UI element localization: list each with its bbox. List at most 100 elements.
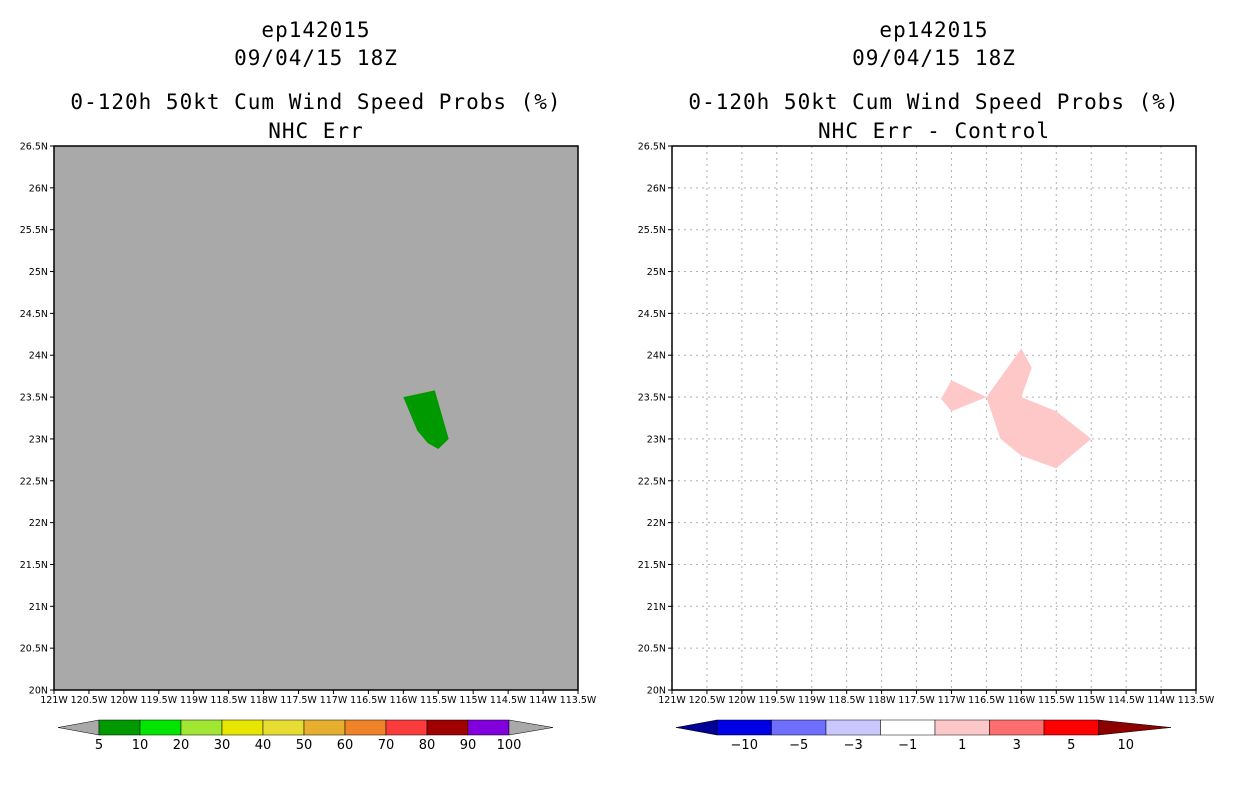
colorbar-high-end [508, 719, 554, 736]
colorbar-segment [385, 719, 428, 736]
colorbar-segment [771, 719, 827, 736]
y-tick-label: 23.5N [20, 393, 48, 404]
colorbar-label: 70 [378, 738, 395, 753]
colorbar-segment [716, 719, 772, 736]
x-tick-label: 121W [40, 695, 68, 706]
contour-region-1 [941, 380, 987, 412]
y-tick-label: 24N [29, 351, 48, 362]
colorbar-label: 3 [1013, 738, 1021, 753]
y-tick-label: 23.5N [638, 393, 666, 404]
right-panel-label: NHC Err - Control [818, 119, 1050, 143]
x-tick-label: 113.5W [1178, 695, 1215, 706]
x-tick-label: 114W [529, 695, 557, 706]
x-tick-label: 116W [390, 695, 418, 706]
colorbar-label: −1 [898, 738, 917, 753]
x-tick-label: 118.5W [210, 695, 247, 706]
x-tick-label: 114.5W [1108, 695, 1145, 706]
colorbar-segment [139, 719, 182, 736]
x-tick-label: 116W [1008, 695, 1036, 706]
x-tick-label: 115.5W [1038, 695, 1075, 706]
colorbar-segment [180, 719, 223, 736]
colorbar-label: −5 [789, 738, 808, 753]
x-tick-label: 118W [868, 695, 896, 706]
x-tick-label: 115W [1077, 695, 1105, 706]
colorbar-low-end [57, 719, 100, 736]
y-tick-label: 25.5N [20, 225, 48, 236]
colorbar-label: 10 [1117, 738, 1134, 753]
colorbar-label: 80 [419, 738, 436, 753]
plot-area [54, 146, 578, 690]
x-tick-label: 115.5W [420, 695, 457, 706]
colorbar-segment [934, 719, 990, 736]
colorbar-segment [426, 719, 469, 736]
x-tick-label: 119.5W [141, 695, 178, 706]
x-tick-label: 119W [180, 695, 208, 706]
y-tick-label: 25.5N [638, 225, 666, 236]
right-date: 09/04/15 18Z [852, 46, 1016, 70]
colorbar-label: 10 [132, 738, 149, 753]
contour-region-2 [986, 348, 1092, 469]
colorbar-segment [825, 719, 881, 736]
left-panel-label: NHC Err [268, 119, 364, 143]
contour-region-1 [403, 390, 449, 449]
x-tick-label: 120W [110, 695, 138, 706]
y-tick-label: 21.5N [20, 560, 48, 571]
x-tick-label: 120.5W [71, 695, 108, 706]
left-product: 0-120h 50kt Cum Wind Speed Probs (%) [70, 90, 562, 114]
colorbar-label: 40 [255, 738, 272, 753]
x-tick-label: 119W [798, 695, 826, 706]
right-difference-map: 121W 120.5W 120W 119.5W 119W 118.5W 118W 117.5W… [638, 142, 1215, 754]
x-tick-label: 116.5W [350, 695, 387, 706]
right-title: ep142015 [879, 18, 989, 42]
y-tick-label: 21N [29, 602, 48, 613]
colorbar-label: −10 [731, 738, 758, 753]
x-tick-label: 115W [459, 695, 487, 706]
y-tick-label: 23N [29, 434, 48, 445]
y-tick-label: 21N [647, 602, 666, 613]
colorbar-segment [262, 719, 305, 736]
colorbar-segment [98, 719, 141, 736]
y-tick-label: 24N [647, 351, 666, 362]
colorbar-label: 20 [173, 738, 190, 753]
colorbar-segment [344, 719, 387, 736]
x-tick-label: 118.5W [828, 695, 865, 706]
x-tick-label: 117.5W [280, 695, 317, 706]
colorbar-segment [303, 719, 346, 736]
colorbar-segment [467, 719, 510, 736]
x-tick-label: 116.5W [968, 695, 1005, 706]
y-tick-label: 20N [647, 686, 666, 697]
colorbar-label: −3 [844, 738, 863, 753]
left-title: ep142015 [261, 18, 371, 42]
x-tick-label: 117W [938, 695, 966, 706]
x-tick-label: 114.5W [490, 695, 527, 706]
y-tick-label: 22N [647, 518, 666, 529]
y-tick-label: 20.5N [20, 644, 48, 655]
y-tick-label: 26N [647, 183, 666, 194]
x-tick-label: 114W [1147, 695, 1175, 706]
x-tick-label: 117.5W [898, 695, 935, 706]
colorbar-segment [1043, 719, 1099, 736]
colorbar-label: 30 [214, 738, 231, 753]
x-tick-label: 119.5W [759, 695, 796, 706]
right-product: 0-120h 50kt Cum Wind Speed Probs (%) [688, 90, 1180, 114]
plot-frame [53, 145, 579, 691]
colorbar-segment [880, 719, 936, 736]
x-tick-label: 118W [250, 695, 278, 706]
x-tick-label: 113.5W [560, 695, 597, 706]
colorbar-low-end [675, 719, 718, 736]
y-tick-label: 24.5N [638, 309, 666, 320]
x-tick-label: 120.5W [689, 695, 726, 706]
colorbar-label: 60 [337, 738, 354, 753]
y-tick-label: 25N [29, 267, 48, 278]
x-tick-label: 120W [728, 695, 756, 706]
colorbar-segment [221, 719, 264, 736]
y-tick-label: 23N [647, 434, 666, 445]
y-tick-label: 22N [29, 518, 48, 529]
colorbar-label: 50 [296, 738, 313, 753]
y-tick-label: 26N [29, 183, 48, 194]
y-tick-label: 24.5N [20, 309, 48, 320]
y-tick-label: 26.5N [638, 142, 666, 153]
x-tick-label: 121W [658, 695, 686, 706]
colorbar-label: 5 [1067, 738, 1075, 753]
colorbar-label: 100 [497, 738, 522, 753]
